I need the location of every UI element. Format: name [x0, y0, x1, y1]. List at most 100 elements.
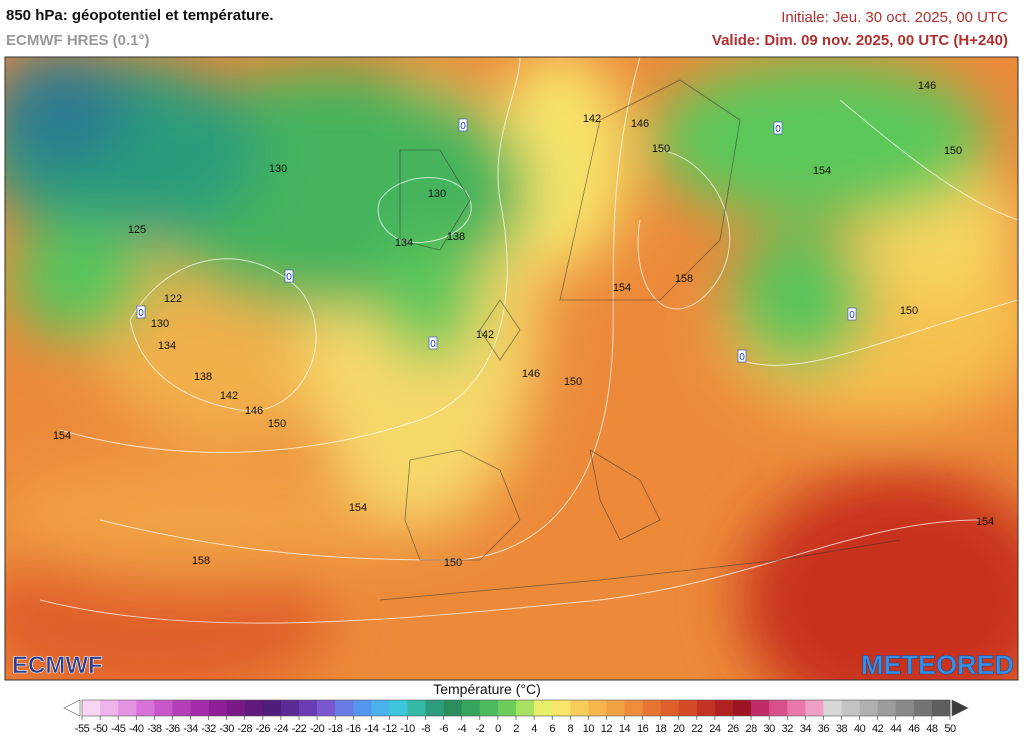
colorbar-swatch: [931, 700, 951, 716]
colorbar-label: -20: [310, 723, 325, 735]
colorbar-low-end: [63, 699, 81, 717]
colorbar-swatch: [733, 700, 752, 716]
map-title: 850 hPa: géopotentiel et température.: [6, 7, 274, 24]
colorbar-swatch: [100, 700, 119, 716]
isotherm-label: 0: [430, 339, 436, 350]
colorbar-label: -45: [111, 723, 126, 735]
colorbar-swatch: [516, 700, 535, 716]
colorbar-swatch: [208, 700, 227, 716]
ecmwf-logo: ECMWF: [12, 652, 103, 679]
colorbar-label: -4: [457, 723, 466, 735]
colorbar-swatch: [497, 700, 517, 716]
geopotential-label: 142: [220, 390, 238, 402]
colorbar-label: -8: [421, 723, 430, 735]
colorbar-swatch: [82, 700, 101, 716]
colorbar-swatch: [262, 700, 282, 716]
colorbar-swatch: [823, 700, 842, 716]
geopotential-label: 146: [631, 118, 649, 130]
colorbar-swatch: [678, 700, 698, 716]
geopotential-label: 138: [194, 371, 212, 383]
colorbar-swatch: [461, 700, 481, 716]
isotherm-label: 0: [138, 308, 144, 319]
colorbar-swatch: [118, 700, 137, 716]
colorbar-label: -50: [93, 723, 108, 735]
colorbar-swatch: [769, 700, 788, 716]
colorbar-label: -12: [382, 723, 397, 735]
isotherm-label-box: [737, 349, 747, 363]
colorbar-label: 28: [745, 723, 757, 735]
colorbar-label: 14: [619, 723, 631, 735]
isotherm-label: 0: [460, 121, 466, 132]
isotherm-label-box: [136, 305, 146, 319]
geopotential-label: 150: [444, 557, 462, 569]
colorbar-swatch: [172, 700, 191, 716]
colorbar-swatch: [895, 700, 915, 716]
geopotential-label: 150: [900, 305, 918, 317]
colorbar-label: -38: [147, 723, 162, 735]
coastlines: [379, 79, 901, 601]
geopotential-label: 154: [613, 282, 631, 294]
colorbar-swatch: [244, 700, 264, 716]
geopotential-label: 154: [813, 165, 831, 177]
colorbar-swatch: [534, 700, 553, 716]
colorbar-label: -32: [201, 723, 216, 735]
colorbar-label: 38: [836, 723, 848, 735]
geopotential-label: 125: [128, 224, 146, 236]
colorbar-label: 26: [727, 723, 739, 735]
geopotential-label: 146: [522, 368, 540, 380]
isotherm-label-box: [458, 118, 468, 132]
geopotential-label: 138: [447, 231, 465, 243]
colorbar-label: 8: [567, 723, 573, 735]
geopotential-label: 134: [395, 237, 413, 249]
colorbar-label: -6: [439, 723, 448, 735]
isotherm-label: 0: [849, 310, 855, 321]
colorbar-label: -2: [475, 723, 484, 735]
colorbar-label: 20: [673, 723, 685, 735]
geopotential-label: 154: [976, 516, 994, 528]
colorbar-label: 32: [782, 723, 794, 735]
colorbar-swatch: [136, 700, 155, 716]
colorbar-label: 46: [908, 723, 920, 735]
colorbar-swatch: [714, 700, 734, 716]
model-name: ECMWF HRES (0.1°): [6, 32, 150, 49]
colorbar-swatch: [479, 700, 499, 716]
colorbar-swatch: [335, 700, 354, 716]
colorbar-label: -24: [274, 723, 289, 735]
colorbar-swatch: [913, 700, 933, 716]
colorbar-swatch: [751, 700, 770, 716]
isotherm-label: 0: [775, 124, 781, 135]
isotherm-label-box: [773, 121, 783, 135]
geopotential-label: 130: [428, 188, 446, 200]
colorbar-swatch: [425, 700, 444, 716]
colorbar-high-end: [951, 699, 969, 717]
geopotential-label: 130: [151, 318, 169, 330]
colorbar-label: 30: [764, 723, 776, 735]
colorbar-label: 16: [637, 723, 649, 735]
legend-title: Température (°C): [433, 681, 541, 697]
geopotential-label: 154: [349, 502, 367, 514]
colorbar-label: 4: [531, 723, 537, 735]
geopotential-label: 122: [164, 293, 182, 305]
colorbar-swatch: [407, 700, 426, 716]
colorbar-swatch: [299, 700, 318, 716]
temperature-field: [5, 57, 1018, 680]
run-time: Initiale: Jeu. 30 oct. 2025, 00 UTC: [781, 9, 1008, 26]
valid-time: Valide: Dim. 09 nov. 2025, 00 UTC (H+240…: [711, 32, 1008, 49]
colorbar-label: 50: [944, 723, 956, 735]
colorbar-label: -30: [219, 723, 234, 735]
isotherm-label: 0: [739, 352, 745, 363]
colorbar-label: -28: [238, 723, 253, 735]
isotherm-label: 0: [286, 272, 292, 283]
geopotential-label: 150: [268, 418, 286, 430]
geopotential-label: 154: [53, 430, 71, 442]
geopotential-label: 150: [564, 376, 582, 388]
colorbar-label: 24: [709, 723, 721, 735]
colorbar-label: 0: [495, 723, 501, 735]
colorbar-swatch: [841, 700, 860, 716]
colorbar-swatch: [588, 700, 607, 716]
colorbar-label: -10: [400, 723, 415, 735]
colorbar-label: -22: [292, 723, 307, 735]
contour-lines: [39, 57, 1018, 624]
geopotential-label: 158: [675, 273, 693, 285]
